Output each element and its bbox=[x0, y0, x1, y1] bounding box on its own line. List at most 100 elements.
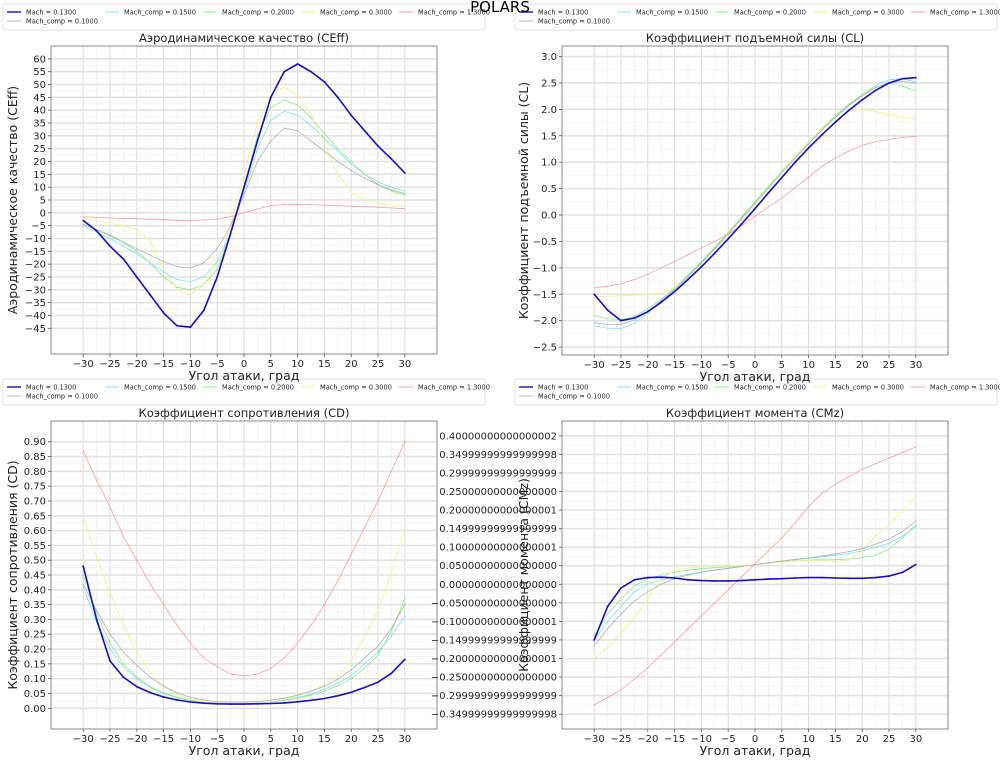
y-tick-label: 0.60 bbox=[24, 526, 46, 537]
y-tick-label: 0.25 bbox=[24, 630, 46, 641]
legend-entry: Mach_comp = 0.3000 bbox=[301, 384, 392, 392]
legend-label: Mach = 0.1300 bbox=[26, 9, 76, 17]
y-tick-label: 15 bbox=[33, 170, 46, 181]
chart-title: Коэффициент подъемной силы (CL) bbox=[646, 31, 864, 45]
x-tick-label: −20 bbox=[637, 734, 658, 745]
y-tick-label: 0.34999999999999998 bbox=[439, 450, 557, 461]
x-tick-label: −15 bbox=[153, 734, 174, 745]
legend-label: Mach_comp = 1.3000 bbox=[418, 9, 490, 17]
legend-label: Mach_comp = 0.3000 bbox=[320, 9, 392, 17]
y-tick-label: 5 bbox=[40, 196, 46, 207]
legend-entry: Mach_comp = 0.3000 bbox=[813, 9, 904, 17]
legend-label: Mach_comp = 0.1000 bbox=[538, 393, 610, 401]
y-tick-label: 0.20000000000000001 bbox=[439, 506, 557, 517]
x-tick-label: 30 bbox=[909, 734, 922, 745]
y-axis-label: Коэффициент подъемной силы (CL) bbox=[516, 82, 531, 319]
y-tick-label: 0 bbox=[40, 208, 46, 219]
y-tick-label: 0.15 bbox=[24, 659, 46, 670]
legend: Mach = 0.1300 Mach_comp = 0.1500 Mach_comp… bbox=[2, 378, 490, 406]
x-tick-label: −20 bbox=[126, 359, 147, 370]
tick-labels: −30 −25 −20 −15 −10 −5 0 5 10 15 20 25 30 0.400000000… bbox=[431, 431, 922, 745]
legend-entry: Mach = 0.1300 bbox=[519, 384, 588, 392]
y-tick-label: 45 bbox=[33, 93, 46, 104]
y-axis-label: Аэродинамическое качество (CEff) bbox=[5, 86, 20, 314]
y-axis-label: Коэффициент сопротивления (CD) bbox=[5, 460, 20, 689]
legend-label: Mach_comp = 0.2000 bbox=[222, 384, 294, 392]
y-tick-label: 0.70 bbox=[24, 496, 46, 507]
legend-label: Mach_comp = 0.1000 bbox=[26, 18, 98, 26]
x-tick-label: 5 bbox=[779, 360, 785, 371]
y-tick-label: −0.10000000000000001 bbox=[431, 617, 557, 628]
x-tick-label: −5 bbox=[210, 359, 225, 370]
x-tick-label: −10 bbox=[180, 359, 201, 370]
legend-entry: Mach_comp = 0.1000 bbox=[519, 18, 610, 26]
y-tick-label: 35 bbox=[33, 119, 46, 130]
legend-label: Mach_comp = 0.3000 bbox=[832, 384, 904, 392]
y-tick-label: 60 bbox=[33, 54, 46, 65]
x-tick-label: 30 bbox=[909, 360, 922, 371]
series-lines bbox=[593, 76, 917, 330]
x-tick-label: 0 bbox=[241, 734, 247, 745]
legend-label: Mach = 0.1300 bbox=[26, 384, 76, 392]
x-tick-label: 30 bbox=[398, 734, 411, 745]
tick-labels: −30 −25 −20 −15 −10 −5 0 5 10 15 20 25 30 3.0 2.5 2.0 1.… bbox=[533, 52, 922, 371]
legend-label: Mach_comp = 0.1500 bbox=[124, 384, 196, 392]
x-tick-label: 20 bbox=[856, 360, 869, 371]
chart-title: Коэффициент момента (CMz) bbox=[666, 406, 844, 420]
y-tick-label: −1.5 bbox=[533, 290, 557, 301]
legend-entry: Mach_comp = 1.3000 bbox=[911, 384, 1000, 392]
y-tick-label: −15 bbox=[25, 247, 46, 258]
grid bbox=[51, 421, 437, 729]
y-tick-label: −30 bbox=[25, 285, 46, 296]
y-tick-label: 0.80 bbox=[24, 467, 46, 478]
y-tick-label: 0.45 bbox=[24, 571, 46, 582]
x-tick-label: 10 bbox=[291, 734, 304, 745]
y-tick-label: −25 bbox=[25, 273, 46, 284]
x-tick-label: 25 bbox=[883, 734, 896, 745]
x-tick-label: 20 bbox=[856, 734, 869, 745]
x-tick-label: −15 bbox=[153, 359, 174, 370]
y-tick-label: 40 bbox=[33, 106, 46, 117]
x-tick-label: −20 bbox=[126, 734, 147, 745]
legend-entry: Mach_comp = 0.3000 bbox=[813, 384, 904, 392]
y-tick-label: −0.29999999999999999 bbox=[431, 691, 557, 702]
x-tick-label: 15 bbox=[318, 734, 331, 745]
x-tick-label: 0 bbox=[752, 360, 758, 371]
y-tick-label: 0.0 bbox=[541, 211, 557, 222]
y-tick-label: −0.34999999999999998 bbox=[431, 710, 557, 721]
x-tick-label: −10 bbox=[691, 360, 712, 371]
y-tick-label: 0.00000000000000000 bbox=[439, 580, 557, 591]
legend-entry: Mach_comp = 0.2000 bbox=[715, 9, 806, 17]
legend-label: Mach_comp = 0.3000 bbox=[320, 384, 392, 392]
x-tick-label: 25 bbox=[372, 359, 385, 370]
y-tick-label: 0.75 bbox=[24, 482, 46, 493]
x-tick-label: −25 bbox=[99, 734, 120, 745]
y-tick-label: −10 bbox=[25, 234, 46, 245]
legend: Mach = 0.1300 Mach_comp = 0.1500 Mach_comp… bbox=[2, 3, 490, 31]
y-tick-label: 1.0 bbox=[541, 158, 557, 169]
y-tick-label: −0.14999999999999999 bbox=[431, 635, 557, 646]
y-tick-label: 0.25000000000000000 bbox=[439, 487, 557, 498]
x-tick-label: −30 bbox=[73, 359, 94, 370]
y-tick-label: 0.30 bbox=[24, 615, 46, 626]
grid bbox=[562, 46, 948, 355]
y-tick-label: 25 bbox=[33, 144, 46, 155]
legend-label: Mach_comp = 1.3000 bbox=[930, 9, 1000, 17]
legend-label: Mach_comp = 0.2000 bbox=[734, 9, 806, 17]
y-tick-label: 0.50 bbox=[24, 556, 46, 567]
y-tick-label: 0.40 bbox=[24, 585, 46, 596]
x-tick-label: 0 bbox=[241, 359, 247, 370]
legend-label: Mach_comp = 0.2000 bbox=[734, 384, 806, 392]
y-tick-label: −5 bbox=[31, 221, 46, 232]
x-tick-label: 0 bbox=[752, 734, 758, 745]
legend-entry: Mach_comp = 0.1000 bbox=[7, 18, 98, 26]
y-tick-label: 3.0 bbox=[541, 52, 557, 63]
y-tick-label: 0.00 bbox=[24, 704, 46, 715]
x-tick-label: −5 bbox=[210, 734, 225, 745]
series-lines bbox=[82, 441, 406, 706]
grid bbox=[51, 46, 437, 354]
legend-entry: Mach_comp = 1.3000 bbox=[911, 9, 1000, 17]
x-tick-label: 15 bbox=[829, 734, 842, 745]
